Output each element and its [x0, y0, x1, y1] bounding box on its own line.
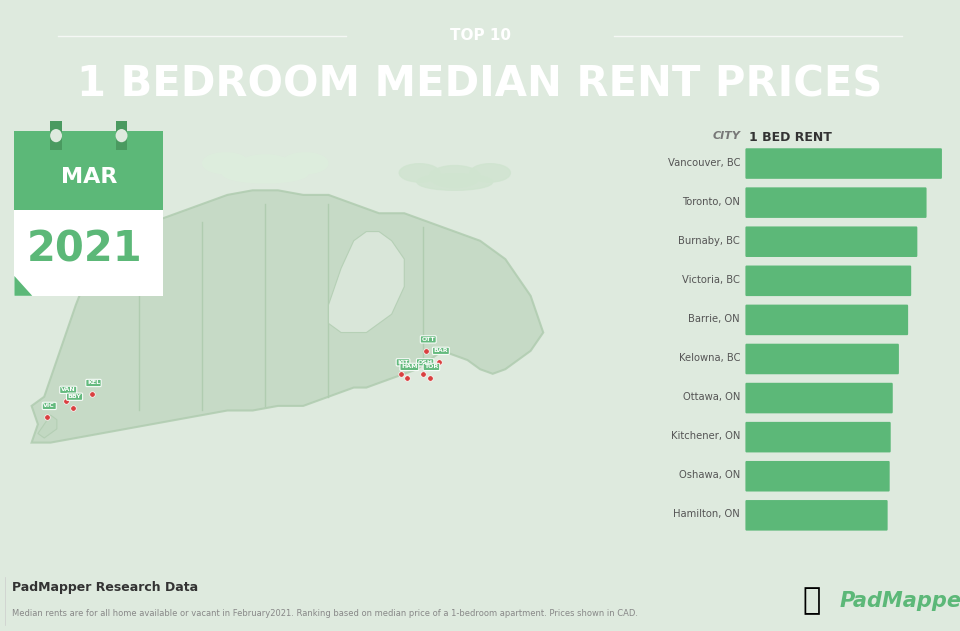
Text: OSH: OSH: [418, 360, 433, 365]
Ellipse shape: [223, 164, 308, 183]
Text: PadMapper Research Data: PadMapper Research Data: [12, 581, 198, 594]
Text: KEL: KEL: [87, 380, 100, 386]
FancyBboxPatch shape: [745, 383, 893, 413]
Text: VAN: VAN: [60, 387, 76, 392]
Text: $1,660: $1,660: [755, 234, 805, 247]
Text: 1 BED RENT: 1 BED RENT: [750, 131, 832, 144]
FancyBboxPatch shape: [745, 461, 890, 492]
Ellipse shape: [429, 165, 480, 187]
Text: TOP 10: TOP 10: [449, 28, 511, 44]
Text: $1,400: $1,400: [755, 430, 805, 443]
Text: VIC: VIC: [43, 403, 55, 408]
Polygon shape: [32, 191, 543, 442]
FancyBboxPatch shape: [745, 305, 908, 335]
Text: HAM: HAM: [401, 365, 418, 369]
FancyBboxPatch shape: [14, 131, 163, 210]
Bar: [50, 121, 62, 150]
Text: TOR: TOR: [424, 365, 439, 369]
Ellipse shape: [203, 153, 249, 174]
FancyBboxPatch shape: [745, 187, 926, 218]
Polygon shape: [37, 415, 57, 438]
Bar: [115, 121, 128, 150]
FancyBboxPatch shape: [745, 148, 942, 179]
Ellipse shape: [470, 163, 511, 182]
Text: BBY: BBY: [67, 394, 82, 399]
Polygon shape: [14, 276, 33, 296]
Text: Barrie, ON: Barrie, ON: [688, 314, 740, 324]
Text: Kelowna, BC: Kelowna, BC: [679, 353, 740, 363]
Text: Toronto, ON: Toronto, ON: [683, 197, 740, 207]
FancyBboxPatch shape: [745, 344, 899, 374]
Text: 2021: 2021: [26, 228, 142, 271]
Text: MAR: MAR: [60, 167, 117, 187]
Text: Vancouver, BC: Vancouver, BC: [667, 158, 740, 168]
Ellipse shape: [237, 155, 294, 180]
Text: $1,480: $1,480: [755, 351, 805, 365]
Text: Victoria, BC: Victoria, BC: [683, 275, 740, 285]
FancyBboxPatch shape: [745, 500, 888, 531]
Text: Burnaby, BC: Burnaby, BC: [679, 236, 740, 246]
Text: Median rents are for all home available or vacant in February2021. Ranking based: Median rents are for all home available …: [12, 608, 637, 618]
Text: $1,570: $1,570: [755, 312, 805, 326]
Circle shape: [50, 129, 62, 142]
Text: 🐸: 🐸: [802, 587, 821, 615]
FancyBboxPatch shape: [14, 131, 163, 296]
Text: $1,750: $1,750: [755, 195, 805, 208]
Ellipse shape: [399, 163, 440, 182]
Text: $1,390: $1,390: [755, 469, 805, 482]
Text: CITY: CITY: [712, 131, 740, 141]
Text: Hamilton, ON: Hamilton, ON: [673, 509, 740, 519]
FancyBboxPatch shape: [745, 227, 918, 257]
Text: $1,370: $1,370: [755, 508, 805, 521]
Text: Ottawa, ON: Ottawa, ON: [683, 392, 740, 402]
FancyBboxPatch shape: [745, 422, 891, 452]
Ellipse shape: [417, 174, 492, 191]
Text: BAR: BAR: [434, 348, 448, 353]
Ellipse shape: [282, 153, 328, 174]
FancyBboxPatch shape: [745, 266, 911, 296]
Text: KIT: KIT: [397, 360, 409, 365]
Circle shape: [115, 129, 128, 142]
Text: Kitchener, ON: Kitchener, ON: [671, 431, 740, 441]
Text: $1,600: $1,600: [755, 273, 805, 286]
Text: $1,420: $1,420: [755, 391, 805, 404]
Polygon shape: [328, 232, 404, 333]
Text: PadMapper: PadMapper: [840, 591, 960, 611]
Text: 1 BEDROOM MEDIAN RENT PRICES: 1 BEDROOM MEDIAN RENT PRICES: [78, 63, 882, 105]
Text: OTT: OTT: [421, 337, 435, 342]
Text: Oshawa, ON: Oshawa, ON: [679, 470, 740, 480]
Text: $1,900: $1,900: [755, 156, 805, 169]
